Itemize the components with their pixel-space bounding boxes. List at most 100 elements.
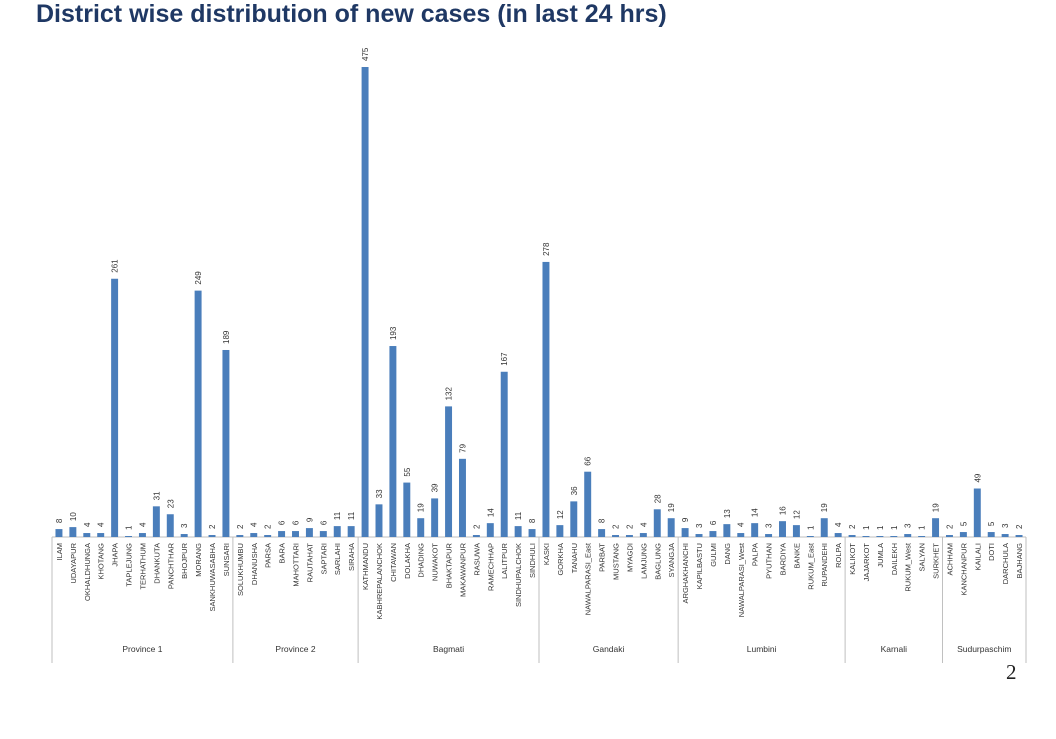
data-label: 2 bbox=[236, 524, 245, 529]
bar-sarlahi bbox=[333, 526, 341, 537]
group-label: Province 2 bbox=[275, 644, 315, 654]
category-label: ACHHAM bbox=[945, 543, 954, 576]
data-label: 19 bbox=[417, 503, 426, 512]
bar-saptari bbox=[319, 531, 327, 537]
data-label: 66 bbox=[584, 456, 593, 465]
data-label: 1 bbox=[918, 525, 927, 530]
bar-jhapa bbox=[111, 278, 119, 537]
category-label: OKHALDHUNGA bbox=[83, 543, 92, 601]
bar-sindhupalchok bbox=[514, 526, 522, 537]
bar-syangja bbox=[667, 518, 675, 537]
category-label: MAHOTTARI bbox=[292, 543, 301, 587]
category-label: PYUTHAN bbox=[765, 543, 774, 579]
category-label: RUPANDEHI bbox=[820, 543, 829, 587]
category-label: PARBAT bbox=[598, 543, 607, 572]
data-label: 12 bbox=[556, 510, 565, 519]
bar-kabhrepalanchok bbox=[375, 504, 383, 537]
bar-mahottari bbox=[292, 531, 299, 537]
bar-rukum-east bbox=[806, 536, 814, 537]
bar-bhojpur bbox=[180, 534, 188, 537]
category-label: KABHREPALANCHOK bbox=[375, 543, 384, 620]
data-label: 6 bbox=[709, 520, 718, 525]
data-label: 2 bbox=[612, 524, 621, 529]
bar-arghakhanchi bbox=[681, 528, 689, 537]
data-label: 3 bbox=[180, 523, 189, 528]
data-label: 5 bbox=[959, 521, 968, 526]
data-label: 11 bbox=[514, 511, 523, 520]
bar-bara bbox=[278, 531, 286, 537]
data-label: 4 bbox=[639, 522, 648, 527]
category-label: UDAYAPUR bbox=[69, 542, 78, 583]
bar-nawalparasi-west bbox=[737, 533, 745, 537]
category-label: RAMECHHAP bbox=[486, 543, 495, 591]
bar-rupandehi bbox=[820, 518, 828, 537]
category-label: MYAGDI bbox=[625, 543, 634, 572]
bar-sindhuli bbox=[528, 529, 536, 537]
bar-ilam bbox=[55, 529, 63, 537]
category-label: KANCHANPUR bbox=[959, 542, 968, 595]
category-label: DHANUSHA bbox=[250, 543, 259, 585]
bar-banke bbox=[792, 525, 800, 537]
bar-jajarkot bbox=[862, 536, 870, 537]
data-label: 12 bbox=[792, 510, 801, 519]
data-label: 16 bbox=[779, 506, 788, 515]
data-label: 6 bbox=[278, 520, 287, 525]
bar-kanchanpur bbox=[959, 532, 967, 537]
bar-parsa bbox=[264, 535, 272, 537]
data-label: 2 bbox=[264, 524, 273, 529]
data-label: 9 bbox=[305, 517, 314, 522]
bar-kathmandu bbox=[361, 67, 369, 537]
bar-panchthar bbox=[166, 514, 174, 537]
bar-nuwakot bbox=[431, 498, 439, 537]
data-label: 3 bbox=[1001, 523, 1010, 528]
bar-darchula bbox=[1001, 534, 1009, 537]
data-label: 8 bbox=[528, 518, 537, 523]
data-label: 475 bbox=[361, 47, 370, 61]
data-label: 1 bbox=[806, 525, 815, 530]
category-label: SUNSARI bbox=[222, 543, 231, 576]
bar-rautahat bbox=[305, 528, 313, 537]
bar-pyuthan bbox=[765, 534, 773, 537]
category-label: MORANG bbox=[194, 543, 203, 577]
category-label: LALITPUR bbox=[500, 542, 509, 578]
category-label: BANKE bbox=[792, 543, 801, 568]
bar-parbat bbox=[598, 529, 606, 537]
data-label: 49 bbox=[973, 473, 982, 482]
data-label: 261 bbox=[111, 259, 120, 273]
group-label: Bagmati bbox=[433, 644, 464, 654]
category-label: NUWAKOT bbox=[431, 543, 440, 581]
category-label: MAKAWANPUR bbox=[458, 542, 467, 597]
bar-baglung bbox=[653, 509, 661, 537]
category-label: NAWALPARASI_West bbox=[737, 542, 746, 617]
bar-ramechhap bbox=[486, 523, 494, 537]
category-label: SYANGJA bbox=[667, 543, 676, 577]
category-label: DHANKUTA bbox=[152, 543, 161, 584]
data-label: 13 bbox=[723, 509, 732, 518]
bar-kailali bbox=[973, 488, 981, 537]
bar-taplejung bbox=[125, 536, 133, 537]
bar-udayapur bbox=[69, 527, 77, 537]
page-number: 2 bbox=[1006, 660, 1017, 684]
bar-rolpa bbox=[834, 533, 842, 537]
bar-kalikot bbox=[848, 535, 856, 537]
category-label: JAJARKOT bbox=[862, 543, 871, 582]
bar-kaski bbox=[542, 261, 550, 537]
bar-surkhet bbox=[932, 518, 940, 537]
data-label: 1 bbox=[876, 525, 885, 530]
category-label: PALPA bbox=[751, 543, 760, 566]
bar-bhaktapur bbox=[445, 406, 453, 537]
data-label: 193 bbox=[389, 326, 398, 340]
data-label: 2 bbox=[625, 524, 634, 529]
bar-chitawan bbox=[389, 346, 397, 537]
bar-salyan bbox=[918, 536, 926, 537]
category-label: BARA bbox=[278, 543, 287, 563]
data-label: 23 bbox=[166, 499, 175, 508]
bar-solukhumbu bbox=[236, 535, 244, 537]
bar-dolakha bbox=[403, 482, 411, 537]
data-label: 36 bbox=[570, 486, 579, 495]
bar-dhankuta bbox=[152, 506, 160, 537]
bar-terhathum bbox=[138, 533, 146, 537]
category-label: SINDHUPALCHOK bbox=[514, 543, 523, 607]
data-label: 1 bbox=[125, 525, 134, 530]
category-label: RUKUM_West bbox=[904, 542, 913, 592]
